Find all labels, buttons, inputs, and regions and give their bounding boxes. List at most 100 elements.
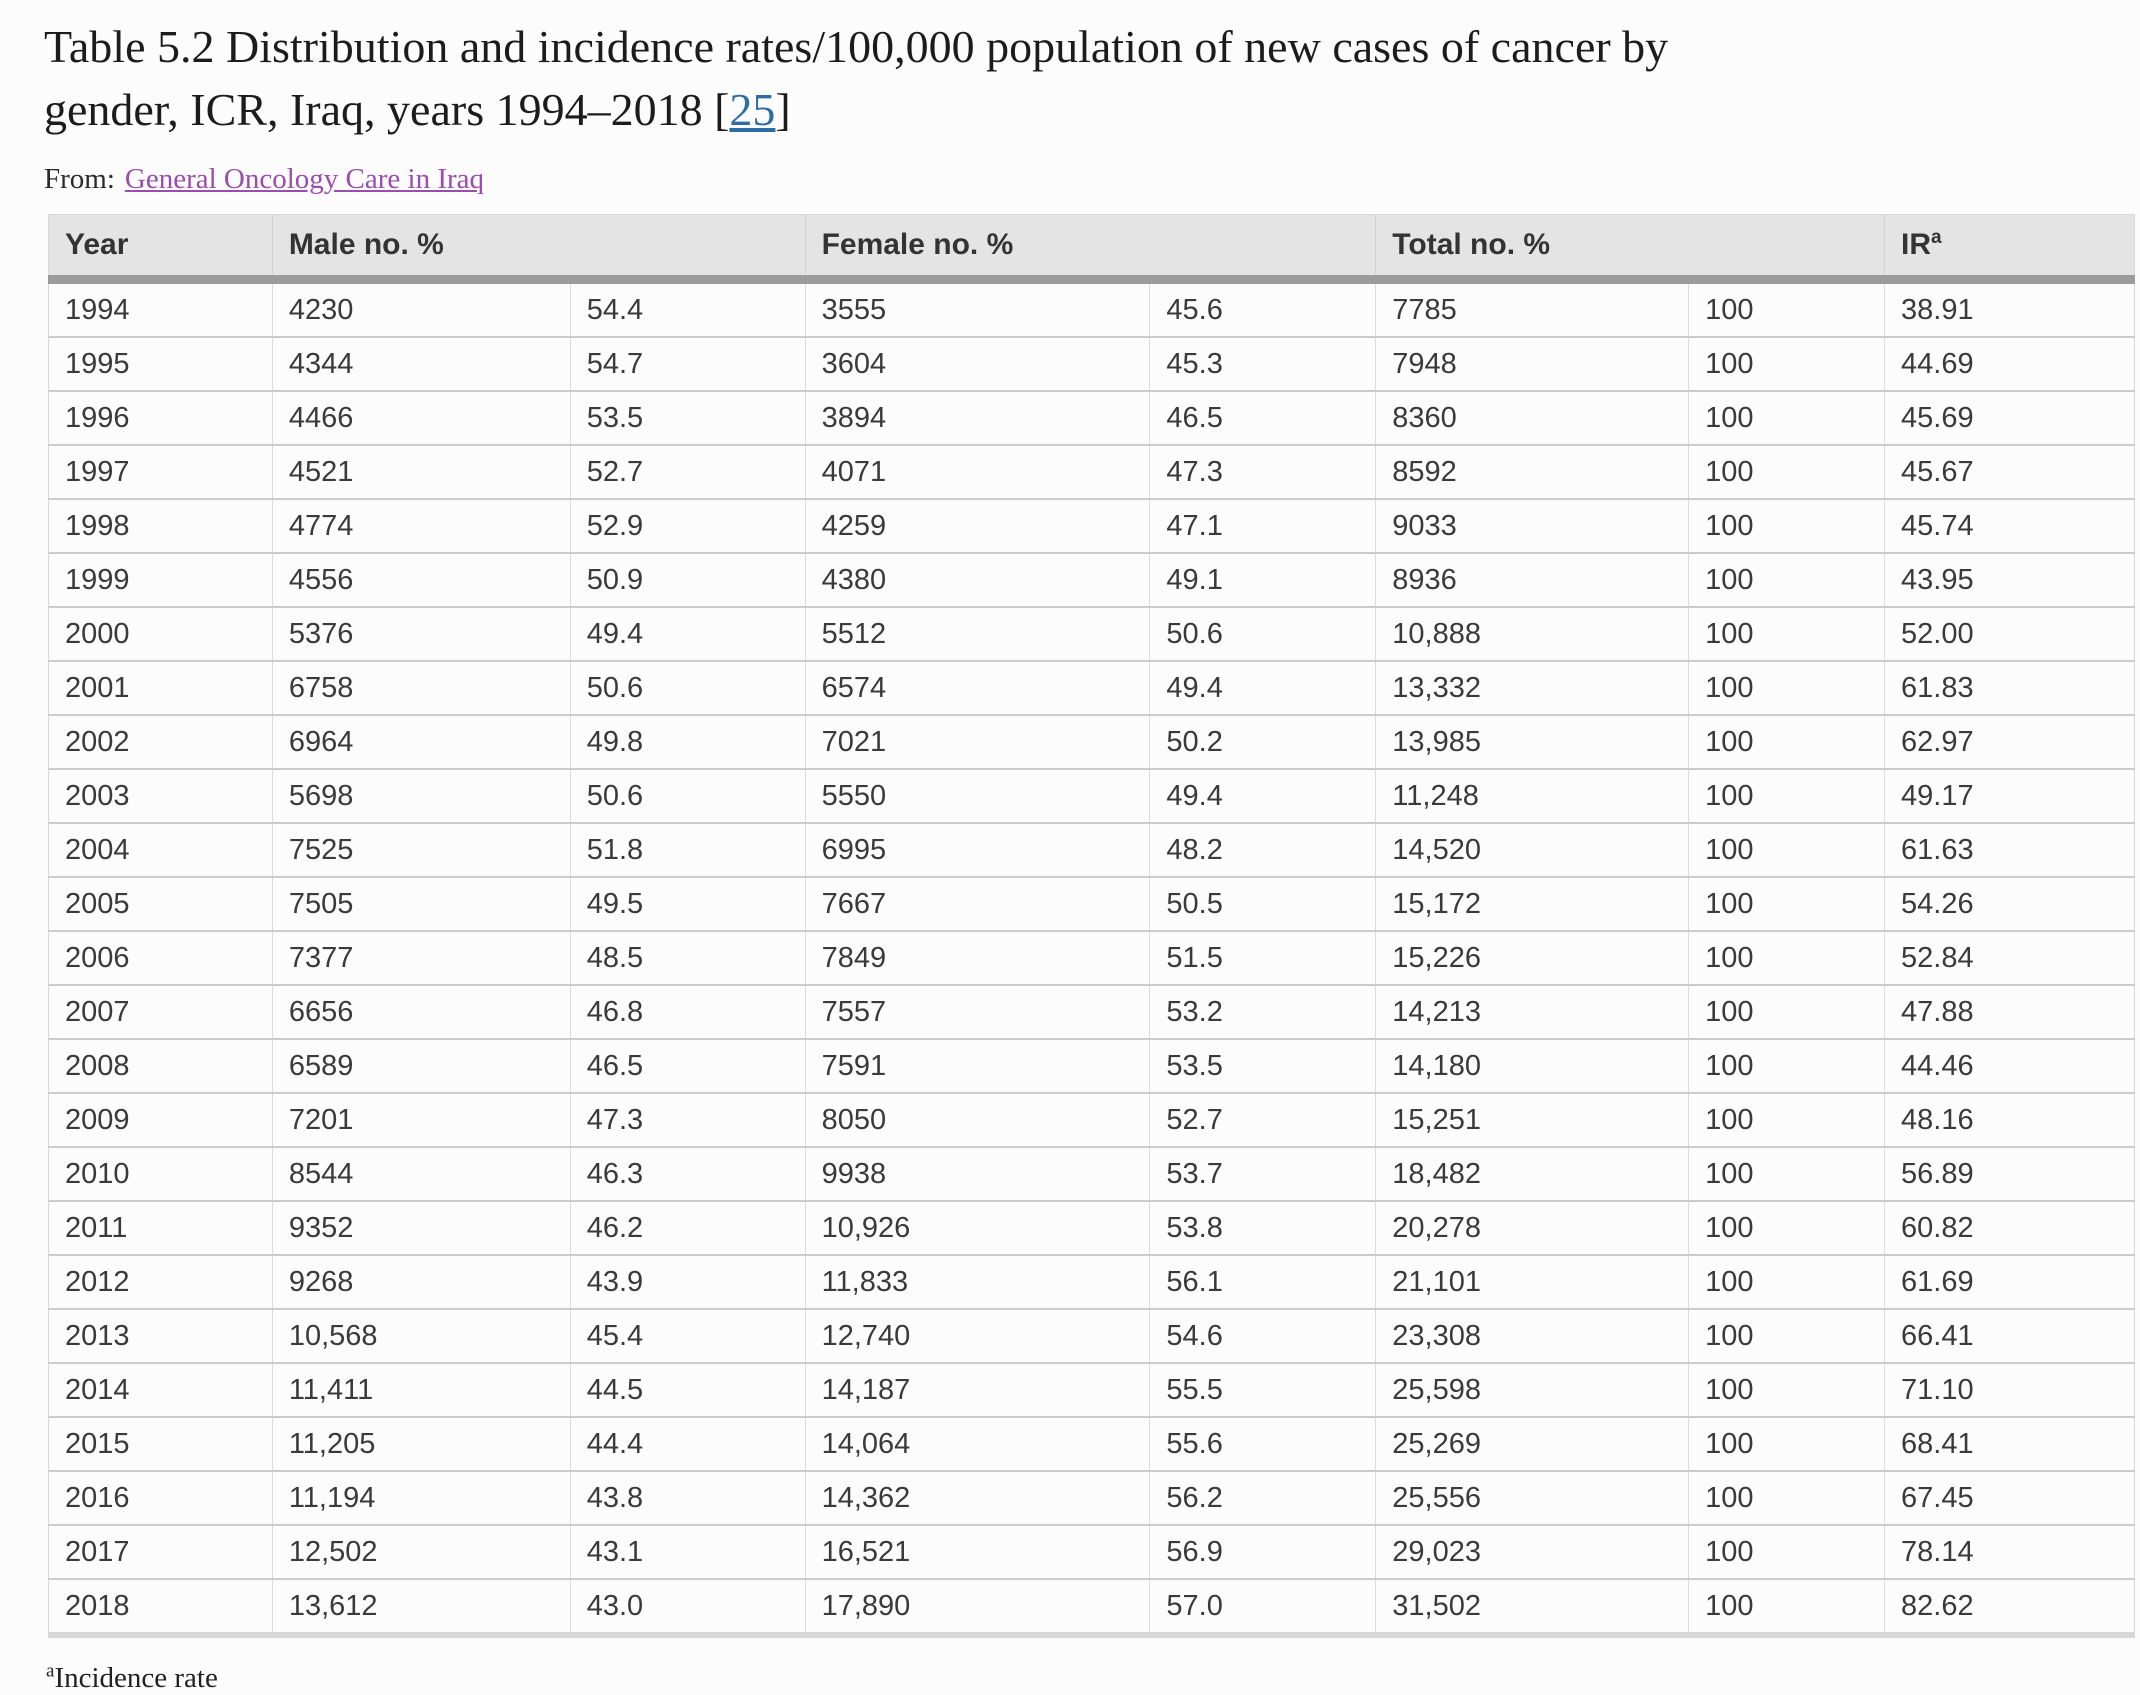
table-cell-year: 2005: [48, 877, 273, 933]
table-cell-male_pct: 49.8: [569, 715, 806, 771]
table-cell-male_no: 5376: [271, 607, 571, 663]
table-cell-ir: 54.26: [1884, 877, 2135, 933]
from-label: From:: [44, 163, 115, 196]
table-cell-year: 2018: [48, 1579, 273, 1639]
table-cell-female_no: 5512: [804, 607, 1150, 663]
table-cell-total_no: 9033: [1375, 499, 1689, 555]
table-cell-ir: 62.97: [1884, 715, 2135, 771]
table-cell-total_pct: 100: [1688, 1039, 1885, 1095]
table-cell-female_no: 4259: [804, 499, 1150, 555]
table-cell-total_pct: 100: [1688, 985, 1885, 1041]
table-cell-total_pct: 100: [1688, 769, 1885, 825]
table-cell-female_no: 7591: [804, 1039, 1150, 1095]
table-body: 1994 4230 54.4 3555 45.6 7785 100 38.91 1995 4344…: [48, 279, 2135, 1639]
table-cell-total_pct: 100: [1688, 553, 1885, 609]
table-cell-ir: 45.67: [1884, 445, 2135, 501]
table-cell-ir: 56.89: [1884, 1147, 2135, 1203]
table-cell-male_no: 11,411: [271, 1363, 571, 1419]
table-cell-year: 2009: [48, 1093, 273, 1149]
table-cell-male_pct: 50.6: [569, 661, 806, 717]
table-cell-female_no: 6574: [804, 661, 1150, 717]
table-cell-female_no: 5550: [804, 769, 1150, 825]
table-cell-female_pct: 50.5: [1149, 877, 1376, 933]
table-cell-male_no: 12,502: [271, 1525, 571, 1581]
table-cell-male_no: 6964: [271, 715, 571, 771]
table-cell-total_no: 14,520: [1375, 823, 1689, 879]
table-cell-total_no: 21,101: [1375, 1255, 1689, 1311]
table-row: 2004 7525 51.8 6995 48.2 14,520 100 61.63: [48, 823, 2135, 879]
source-line: From: General Oncology Care in Iraq: [44, 163, 2140, 196]
table-cell-female_pct: 54.6: [1149, 1309, 1376, 1365]
table-cell-year: 2013: [48, 1309, 273, 1365]
table-row: 2017 12,502 43.1 16,521 56.9 29,023 100 78.14: [48, 1525, 2135, 1581]
table-cell-year: 2016: [48, 1471, 273, 1527]
table-cell-male_pct: 49.4: [569, 607, 806, 663]
table-cell-male_pct: 43.1: [569, 1525, 806, 1581]
table-cell-female_no: 14,187: [804, 1363, 1150, 1419]
table-row: 2015 11,205 44.4 14,064 55.6 25,269 100 68.41: [48, 1417, 2135, 1473]
page-root: Table 5.2 Distribution and incidence rat…: [0, 16, 2140, 1695]
table-cell-ir: 43.95: [1884, 553, 2135, 609]
table-header-row: Year Male no. % Female no. % Total no. %…: [48, 214, 2135, 285]
table-cell-male_pct: 46.2: [569, 1201, 806, 1257]
table-cell-female_no: 17,890: [804, 1579, 1150, 1639]
table-cell-male_no: 6656: [271, 985, 571, 1041]
table-row: 1997 4521 52.7 4071 47.3 8592 100 45.67: [48, 445, 2135, 501]
table-cell-year: 2008: [48, 1039, 273, 1095]
table-cell-total_pct: 100: [1688, 715, 1885, 771]
table-cell-total_no: 8360: [1375, 391, 1689, 447]
table-cell-total_pct: 100: [1688, 1147, 1885, 1203]
table-cell-female_pct: 53.8: [1149, 1201, 1376, 1257]
table-cell-total_pct: 100: [1688, 931, 1885, 987]
table-cell-male_no: 4466: [271, 391, 571, 447]
table-cell-total_no: 29,023: [1375, 1525, 1689, 1581]
table-cell-female_pct: 56.9: [1149, 1525, 1376, 1581]
table-row: 2001 6758 50.6 6574 49.4 13,332 100 61.83: [48, 661, 2135, 717]
table-cell-male_no: 7525: [271, 823, 571, 879]
table-cell-male_no: 5698: [271, 769, 571, 825]
footnote-text: Incidence rate: [54, 1662, 218, 1695]
table-cell-male_no: 9268: [271, 1255, 571, 1311]
table-cell-male_no: 11,205: [271, 1417, 571, 1473]
table-cell-ir: 82.62: [1884, 1579, 2135, 1639]
table-cell-female_pct: 45.3: [1149, 337, 1376, 393]
table-row: 2005 7505 49.5 7667 50.5 15,172 100 54.26: [48, 877, 2135, 933]
source-link[interactable]: General Oncology Care in Iraq: [124, 163, 485, 196]
table-header-male: Male no. %: [271, 214, 806, 285]
table-cell-ir: 45.69: [1884, 391, 2135, 447]
table-cell-male_pct: 46.8: [569, 985, 806, 1041]
table-cell-year: 1999: [48, 553, 273, 609]
table-cell-year: 2003: [48, 769, 273, 825]
table-cell-ir: 61.69: [1884, 1255, 2135, 1311]
table-cell-total_pct: 100: [1688, 1471, 1885, 1527]
table-cell-female_pct: 55.6: [1149, 1417, 1376, 1473]
table-cell-male_pct: 46.5: [569, 1039, 806, 1095]
table-cell-total_no: 15,226: [1375, 931, 1689, 987]
table-header-female: Female no. %: [804, 214, 1376, 285]
table-cell-male_no: 4556: [271, 553, 571, 609]
table-cell-total_no: 15,251: [1375, 1093, 1689, 1149]
table-cell-female_no: 12,740: [804, 1309, 1150, 1365]
table-cell-total_no: 18,482: [1375, 1147, 1689, 1203]
table-cell-ir: 44.46: [1884, 1039, 2135, 1095]
table-cell-ir: 68.41: [1884, 1417, 2135, 1473]
table-cell-female_pct: 49.1: [1149, 553, 1376, 609]
table-cell-male_no: 4774: [271, 499, 571, 555]
table-cell-total_no: 8592: [1375, 445, 1689, 501]
table-row: 2018 13,612 43.0 17,890 57.0 31,502 100 82.62: [48, 1579, 2135, 1639]
table-cell-total_no: 10,888: [1375, 607, 1689, 663]
table-cell-total_pct: 100: [1688, 1579, 1885, 1639]
table-cell-total_pct: 100: [1688, 279, 1885, 339]
table-cell-female_pct: 45.6: [1149, 279, 1376, 339]
table-cell-female_no: 14,064: [804, 1417, 1150, 1473]
table-cell-male_pct: 54.4: [569, 279, 806, 339]
table-cell-male_pct: 43.8: [569, 1471, 806, 1527]
table-row: 2016 11,194 43.8 14,362 56.2 25,556 100 67.45: [48, 1471, 2135, 1527]
table-cell-male_no: 10,568: [271, 1309, 571, 1365]
table-cell-male_no: 6589: [271, 1039, 571, 1095]
table-row: 2000 5376 49.4 5512 50.6 10,888 100 52.00: [48, 607, 2135, 663]
table-cell-total_pct: 100: [1688, 1309, 1885, 1365]
citation-link[interactable]: 25: [729, 83, 776, 135]
table-cell-year: 2010: [48, 1147, 273, 1203]
table-cell-total_pct: 100: [1688, 445, 1885, 501]
